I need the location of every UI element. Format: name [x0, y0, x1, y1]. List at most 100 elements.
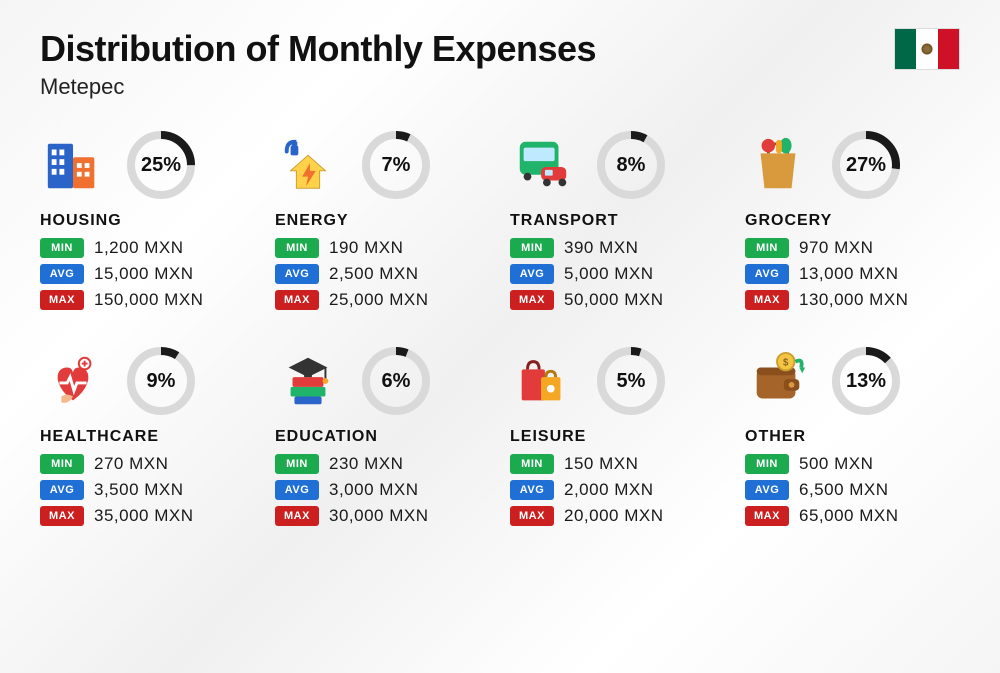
stat-row-avg: AVG 3,500 MXN [40, 480, 255, 500]
category-name: EDUCATION [275, 428, 490, 446]
category-name: HEALTHCARE [40, 428, 255, 446]
stat-row-max: MAX 20,000 MXN [510, 506, 725, 526]
avg-value: 6,500 MXN [799, 480, 889, 500]
header: Distribution of Monthly Expenses Metepec [40, 28, 960, 100]
category-card-healthcare: 9% HEALTHCARE MIN 270 MXN AVG 3,500 MXN … [40, 344, 255, 532]
percent-label: 8% [594, 128, 668, 202]
percent-label: 9% [124, 344, 198, 418]
stat-row-avg: AVG 5,000 MXN [510, 264, 725, 284]
percent-donut: 9% [124, 344, 198, 418]
percent-label: 6% [359, 344, 433, 418]
max-pill: MAX [275, 290, 319, 310]
stat-row-avg: AVG 15,000 MXN [40, 264, 255, 284]
category-name: ENERGY [275, 212, 490, 230]
min-pill: MIN [40, 454, 84, 474]
bus-car-icon [510, 132, 576, 198]
min-value: 270 MXN [94, 454, 168, 474]
stat-row-avg: AVG 2,000 MXN [510, 480, 725, 500]
categories-grid: 25% HOUSING MIN 1,200 MXN AVG 15,000 MXN… [40, 128, 960, 532]
category-card-transport: 8% TRANSPORT MIN 390 MXN AVG 5,000 MXN M… [510, 128, 725, 316]
grocery-bag-icon [745, 132, 811, 198]
stat-row-max: MAX 65,000 MXN [745, 506, 960, 526]
page-title: Distribution of Monthly Expenses [40, 28, 596, 70]
buildings-icon [40, 132, 106, 198]
max-pill: MAX [745, 290, 789, 310]
max-value: 30,000 MXN [329, 506, 429, 526]
percent-donut: 25% [124, 128, 198, 202]
min-value: 150 MXN [564, 454, 638, 474]
min-pill: MIN [745, 238, 789, 258]
max-value: 25,000 MXN [329, 290, 429, 310]
stat-row-avg: AVG 6,500 MXN [745, 480, 960, 500]
max-value: 20,000 MXN [564, 506, 664, 526]
category-card-housing: 25% HOUSING MIN 1,200 MXN AVG 15,000 MXN… [40, 128, 255, 316]
stat-row-avg: AVG 3,000 MXN [275, 480, 490, 500]
avg-value: 15,000 MXN [94, 264, 194, 284]
avg-pill: AVG [40, 480, 84, 500]
avg-value: 3,500 MXN [94, 480, 184, 500]
stat-row-min: MIN 970 MXN [745, 238, 960, 258]
avg-pill: AVG [745, 480, 789, 500]
mexico-flag-icon [894, 28, 960, 70]
stat-row-max: MAX 130,000 MXN [745, 290, 960, 310]
percent-donut: 6% [359, 344, 433, 418]
max-pill: MAX [275, 506, 319, 526]
stat-row-min: MIN 270 MXN [40, 454, 255, 474]
percent-label: 7% [359, 128, 433, 202]
max-value: 50,000 MXN [564, 290, 664, 310]
max-value: 150,000 MXN [94, 290, 203, 310]
avg-pill: AVG [40, 264, 84, 284]
avg-pill: AVG [745, 264, 789, 284]
min-value: 500 MXN [799, 454, 873, 474]
stat-row-max: MAX 30,000 MXN [275, 506, 490, 526]
avg-pill: AVG [275, 480, 319, 500]
heart-care-icon [40, 348, 106, 414]
category-name: GROCERY [745, 212, 960, 230]
stat-row-max: MAX 150,000 MXN [40, 290, 255, 310]
category-card-leisure: 5% LEISURE MIN 150 MXN AVG 2,000 MXN MAX… [510, 344, 725, 532]
books-cap-icon [275, 348, 341, 414]
category-card-grocery: 27% GROCERY MIN 970 MXN AVG 13,000 MXN M… [745, 128, 960, 316]
avg-value: 3,000 MXN [329, 480, 419, 500]
max-pill: MAX [40, 290, 84, 310]
stat-row-avg: AVG 13,000 MXN [745, 264, 960, 284]
percent-donut: 8% [594, 128, 668, 202]
category-name: TRANSPORT [510, 212, 725, 230]
min-pill: MIN [275, 454, 319, 474]
avg-value: 2,500 MXN [329, 264, 419, 284]
category-name: LEISURE [510, 428, 725, 446]
percent-donut: 27% [829, 128, 903, 202]
avg-pill: AVG [510, 480, 554, 500]
category-name: OTHER [745, 428, 960, 446]
min-pill: MIN [510, 454, 554, 474]
max-pill: MAX [510, 506, 554, 526]
stat-row-max: MAX 50,000 MXN [510, 290, 725, 310]
max-pill: MAX [745, 506, 789, 526]
max-value: 65,000 MXN [799, 506, 899, 526]
stat-row-min: MIN 1,200 MXN [40, 238, 255, 258]
percent-label: 27% [829, 128, 903, 202]
percent-donut: 7% [359, 128, 433, 202]
avg-pill: AVG [275, 264, 319, 284]
avg-value: 2,000 MXN [564, 480, 654, 500]
min-pill: MIN [510, 238, 554, 258]
category-card-other: 13% OTHER MIN 500 MXN AVG 6,500 MXN MAX … [745, 344, 960, 532]
category-card-education: 6% EDUCATION MIN 230 MXN AVG 3,000 MXN M… [275, 344, 490, 532]
min-value: 970 MXN [799, 238, 873, 258]
percent-label: 13% [829, 344, 903, 418]
stat-row-avg: AVG 2,500 MXN [275, 264, 490, 284]
min-value: 230 MXN [329, 454, 403, 474]
stat-row-min: MIN 230 MXN [275, 454, 490, 474]
percent-label: 25% [124, 128, 198, 202]
stat-row-min: MIN 150 MXN [510, 454, 725, 474]
percent-donut: 13% [829, 344, 903, 418]
min-value: 1,200 MXN [94, 238, 184, 258]
min-value: 390 MXN [564, 238, 638, 258]
title-block: Distribution of Monthly Expenses Metepec [40, 28, 596, 100]
wallet-icon [745, 348, 811, 414]
min-pill: MIN [40, 238, 84, 258]
stat-row-min: MIN 390 MXN [510, 238, 725, 258]
shopping-bags-icon [510, 348, 576, 414]
page-subtitle: Metepec [40, 74, 596, 100]
avg-value: 13,000 MXN [799, 264, 899, 284]
